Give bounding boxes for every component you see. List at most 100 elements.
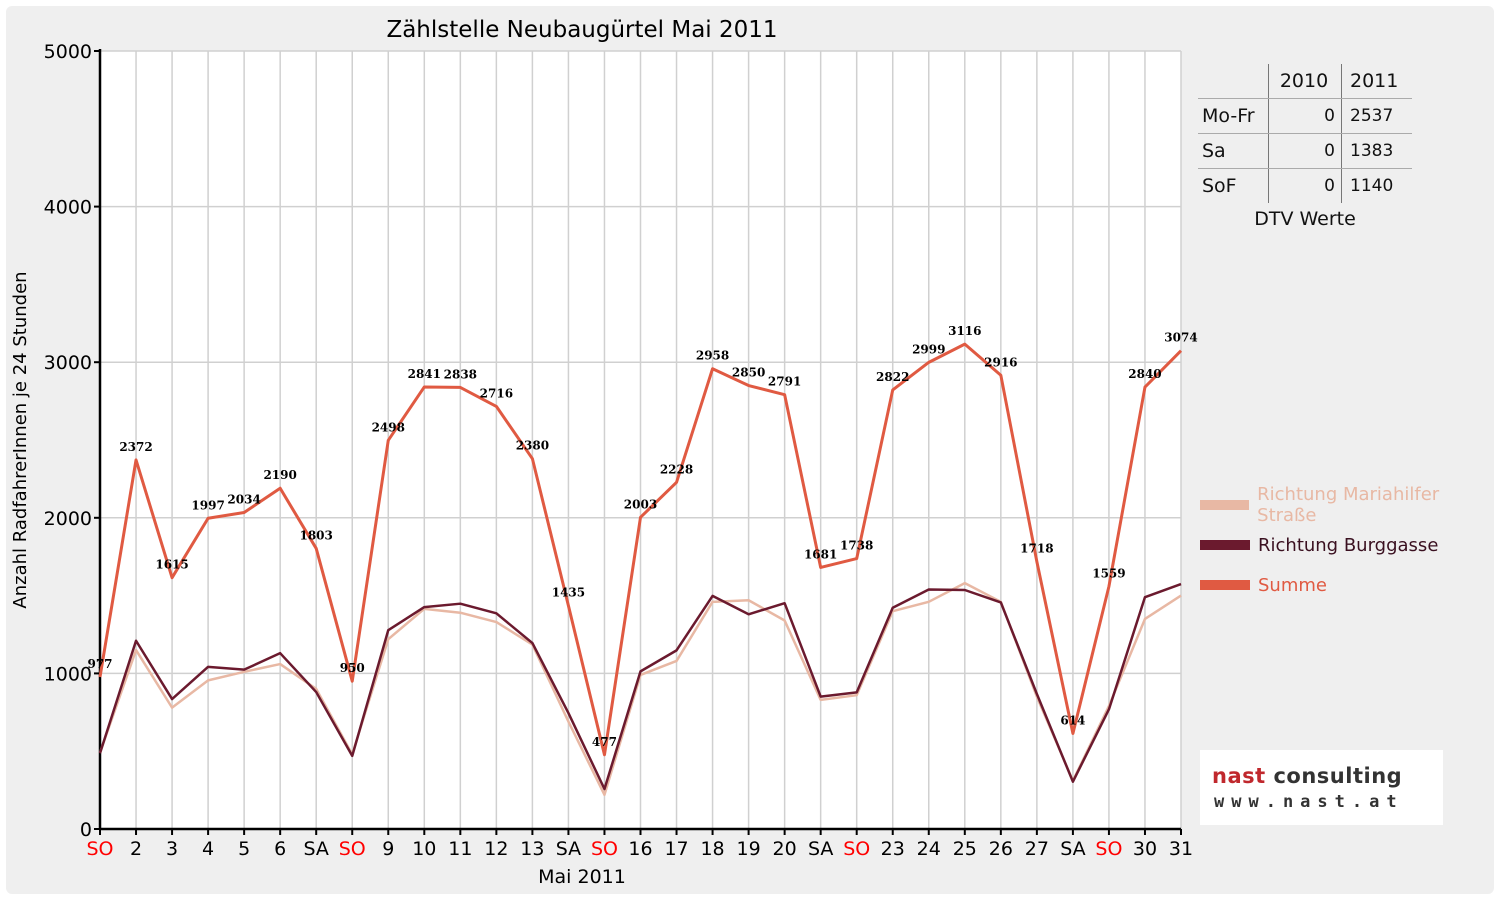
x-tick-label: 24 <box>917 838 941 860</box>
data-label: 2840 <box>1128 367 1161 381</box>
dtv-value-2010: 0 <box>1268 133 1342 169</box>
dtv-value-2011: 2537 <box>1341 98 1412 134</box>
data-label: 2999 <box>912 342 945 356</box>
data-label: 1615 <box>155 558 188 572</box>
data-label: 2003 <box>624 497 657 511</box>
data-label: 2850 <box>732 366 765 380</box>
x-tick-label: 26 <box>989 838 1013 860</box>
legend-swatch <box>1200 540 1250 550</box>
dtv-header-2010: 2010 <box>1268 64 1342 99</box>
x-tick-label: 30 <box>1133 838 1157 860</box>
dtv-row-label: Sa <box>1198 133 1269 169</box>
dtv-value-2010: 0 <box>1268 168 1342 203</box>
legend-label: Richtung Mariahilfer Straße <box>1257 484 1440 526</box>
legend-swatch <box>1200 580 1250 590</box>
x-tick-label: 5 <box>238 838 250 860</box>
x-tick-label: 20 <box>773 838 797 860</box>
data-label: 1738 <box>840 539 873 553</box>
legend-label: Summe <box>1258 574 1327 596</box>
data-label: 2958 <box>696 349 729 363</box>
x-tick-label: SO <box>339 838 366 860</box>
legend-swatch <box>1200 500 1250 510</box>
data-label: 2380 <box>516 439 549 453</box>
x-tick-label: SO <box>591 838 618 860</box>
data-label: 3116 <box>948 324 981 338</box>
data-label: 2228 <box>660 462 693 476</box>
chart-title: Zählstelle Neubaugürtel Mai 2011 <box>386 17 777 43</box>
data-label: 950 <box>340 661 365 675</box>
x-tick-label: SA <box>303 838 328 860</box>
dtv-header-row: 2010 2011 <box>1198 64 1412 99</box>
data-label: 2791 <box>768 375 801 389</box>
data-label: 1559 <box>1092 566 1125 580</box>
series-line-3 <box>98 342 1183 757</box>
x-tick-label: SO <box>843 838 870 860</box>
dtv-caption: DTV Werte <box>1254 208 1356 230</box>
x-tick-label: 16 <box>628 838 652 860</box>
series-line-2 <box>98 582 1182 791</box>
x-tick-label: 3 <box>166 838 178 860</box>
dtv-row-label: SoF <box>1202 175 1237 197</box>
logo-url: www.nast.at <box>1214 792 1404 812</box>
data-label: 1681 <box>804 547 837 561</box>
y-tick-label: 3000 <box>44 352 92 374</box>
x-tick-label: 13 <box>520 838 544 860</box>
x-tick-label: 31 <box>1169 838 1193 860</box>
data-label: 1997 <box>191 498 224 512</box>
data-label: 1718 <box>1020 542 1053 556</box>
data-label: 3074 <box>1164 331 1197 345</box>
x-tick-label: 6 <box>274 838 286 860</box>
x-tick-label: 12 <box>484 838 508 860</box>
grid-lines <box>99 50 1182 830</box>
data-label: 2841 <box>408 367 441 381</box>
x-tick-label: 11 <box>448 838 472 860</box>
series-lines <box>98 342 1183 797</box>
x-axis-label: Mai 2011 <box>538 866 626 888</box>
data-label: 1435 <box>552 586 585 600</box>
dtv-header-blank <box>1198 64 1269 99</box>
data-label: 2822 <box>876 370 909 384</box>
x-tick-label: 18 <box>700 838 724 860</box>
data-label: 2372 <box>119 440 152 454</box>
data-label: 2034 <box>227 493 260 507</box>
data-label: 2716 <box>480 386 513 400</box>
x-tick-label: SA <box>808 838 833 860</box>
dtv-value-2011: 1383 <box>1341 133 1412 169</box>
x-tick-label: 23 <box>881 838 905 860</box>
dtv-row: Sa 0 1383 <box>1198 133 1412 169</box>
legend-label: Richtung Burggasse <box>1258 534 1439 556</box>
data-label: 1803 <box>299 528 332 542</box>
x-tick-label: 25 <box>953 838 977 860</box>
x-tick-label: 19 <box>737 838 761 860</box>
x-tick-label: SO <box>1095 838 1122 860</box>
x-tick-label: 27 <box>1025 838 1049 860</box>
x-tick-label: 4 <box>202 838 214 860</box>
dtv-value-2011: 1140 <box>1341 168 1412 203</box>
data-label: 2916 <box>984 355 1017 369</box>
data-label: 977 <box>87 657 112 671</box>
x-tick-label: SA <box>556 838 581 860</box>
dtv-row: Mo-Fr 0 2537 <box>1198 98 1412 134</box>
y-tick-label: 2000 <box>44 508 92 530</box>
x-tick-label: 9 <box>382 838 394 860</box>
dtv-value-2010: 0 <box>1268 98 1342 134</box>
dtv-row-label: Mo-Fr <box>1198 98 1269 134</box>
data-label: 2498 <box>372 420 405 434</box>
y-tick-label: 0 <box>80 819 92 841</box>
x-tick-label: SA <box>1060 838 1085 860</box>
x-tick-label: 2 <box>130 838 142 860</box>
data-label: 2190 <box>263 468 296 482</box>
data-label: 2838 <box>444 367 477 381</box>
dtv-table: 2010 2011 Mo-Fr 0 2537 Sa 0 1383 SoF 0 1… <box>1198 64 1412 203</box>
dtv-row: SoF 0 1140 <box>1198 168 1412 203</box>
y-tick-label: 5000 <box>44 41 92 63</box>
y-tick-label: 1000 <box>44 663 92 685</box>
logo-name: nast consulting <box>1212 764 1403 788</box>
x-tick-label: 10 <box>412 838 436 860</box>
legend-item-mariahilfer: Richtung Mariahilfer Straße <box>1200 484 1500 526</box>
data-label: 614 <box>1060 713 1085 727</box>
dtv-header-2011: 2011 <box>1341 64 1412 99</box>
x-tick-label: 17 <box>664 838 688 860</box>
